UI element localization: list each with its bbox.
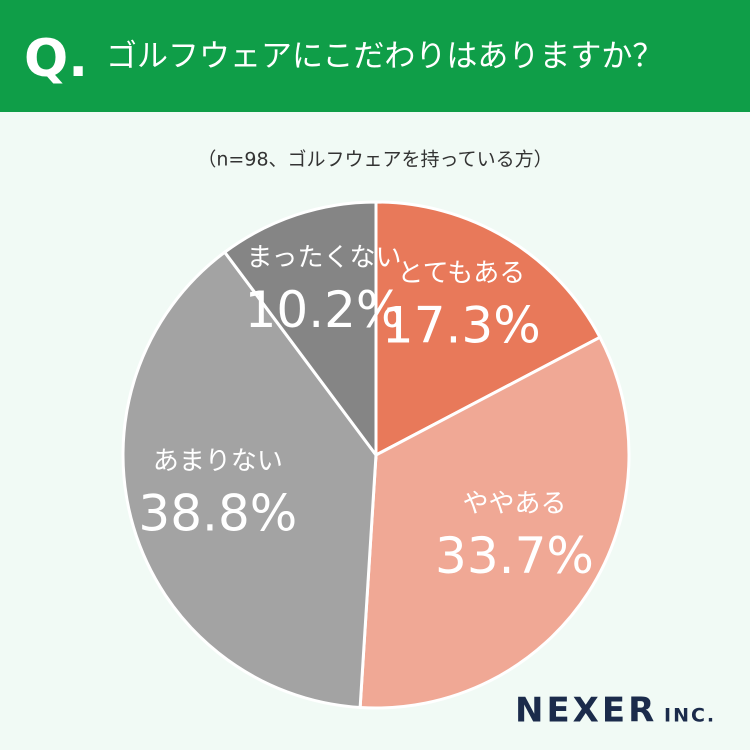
pie-slice — [358, 335, 631, 710]
brand: NEXER — [515, 691, 657, 731]
header — [0, 0, 750, 112]
chart-subtitle: （n=98、ゴルフウェアを持っている方） — [197, 149, 552, 171]
value-label: 10.2% — [245, 281, 404, 339]
pie-slice — [222, 200, 378, 460]
value-label: 33.7% — [435, 527, 594, 585]
pie-slice — [121, 250, 378, 710]
value-label: 17.3% — [382, 296, 541, 354]
slice-label: とてもある — [397, 258, 525, 288]
brand-suffix: INC. — [664, 705, 716, 727]
slice-label: ややある — [462, 489, 566, 519]
slice-label: あまりない — [153, 447, 283, 477]
question-mark: Q. — [24, 29, 88, 89]
chart-title: ゴルフウェアにこだわりはありますか？ — [106, 39, 663, 75]
value-label: 38.8% — [138, 485, 297, 543]
slice-label: まったくない — [247, 243, 402, 273]
pie-slice — [374, 200, 602, 458]
